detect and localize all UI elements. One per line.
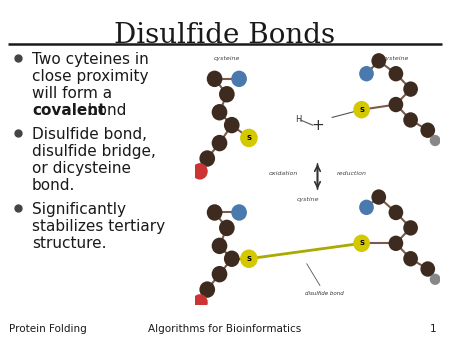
Circle shape [388, 205, 403, 220]
Circle shape [420, 123, 435, 138]
Circle shape [353, 235, 370, 252]
Text: bond.: bond. [32, 178, 76, 193]
Circle shape [212, 135, 227, 151]
Circle shape [219, 220, 235, 236]
Text: covalent: covalent [32, 103, 105, 118]
Circle shape [353, 101, 370, 118]
Text: disulfide bridge,: disulfide bridge, [32, 144, 156, 159]
Circle shape [231, 71, 247, 87]
Text: will form a: will form a [32, 86, 112, 101]
Circle shape [430, 135, 441, 146]
Text: S: S [247, 135, 252, 141]
Text: 1: 1 [430, 324, 436, 334]
Circle shape [212, 238, 227, 254]
Circle shape [430, 274, 441, 285]
Circle shape [359, 66, 374, 81]
Text: structure.: structure. [32, 236, 107, 251]
Circle shape [192, 294, 208, 311]
Text: cysteine: cysteine [214, 56, 240, 61]
Circle shape [371, 53, 386, 69]
Circle shape [371, 189, 386, 205]
Circle shape [240, 249, 258, 268]
Text: Disulfide bond,: Disulfide bond, [32, 127, 147, 142]
Circle shape [403, 220, 418, 236]
Text: reduction: reduction [337, 171, 367, 176]
Text: +: + [311, 118, 324, 132]
Circle shape [359, 200, 374, 215]
Circle shape [240, 129, 258, 147]
Circle shape [212, 104, 227, 120]
Text: oxidation: oxidation [269, 171, 298, 176]
Text: Algorithms for Bioinformatics: Algorithms for Bioinformatics [148, 324, 302, 334]
Text: cystine: cystine [297, 197, 319, 202]
Circle shape [224, 117, 239, 133]
Text: S: S [247, 256, 252, 262]
Circle shape [199, 150, 215, 167]
Circle shape [403, 251, 418, 266]
Circle shape [212, 266, 227, 282]
Circle shape [207, 71, 222, 87]
Text: disulfide bond: disulfide bond [305, 264, 344, 296]
Text: Two cyteines in: Two cyteines in [32, 52, 149, 67]
Text: Protein Folding: Protein Folding [9, 324, 87, 334]
Text: H: H [295, 116, 301, 124]
Circle shape [388, 236, 403, 251]
Text: stabilizes tertiary: stabilizes tertiary [32, 219, 165, 234]
Text: Disulfide Bonds: Disulfide Bonds [114, 22, 336, 49]
Text: close proximity: close proximity [32, 69, 148, 84]
Circle shape [192, 163, 208, 179]
Text: bond: bond [83, 103, 126, 118]
Circle shape [403, 112, 418, 128]
Circle shape [388, 97, 403, 112]
Text: S: S [359, 240, 364, 246]
Circle shape [388, 66, 403, 81]
Circle shape [219, 86, 235, 102]
Text: Significantly: Significantly [32, 202, 126, 217]
Text: or dicysteine: or dicysteine [32, 161, 131, 176]
Text: cysteine: cysteine [382, 56, 409, 61]
Text: S: S [359, 107, 364, 113]
Circle shape [231, 204, 247, 221]
Circle shape [403, 81, 418, 97]
Circle shape [199, 281, 215, 298]
Circle shape [420, 261, 435, 277]
Circle shape [224, 250, 239, 267]
Circle shape [207, 204, 222, 221]
